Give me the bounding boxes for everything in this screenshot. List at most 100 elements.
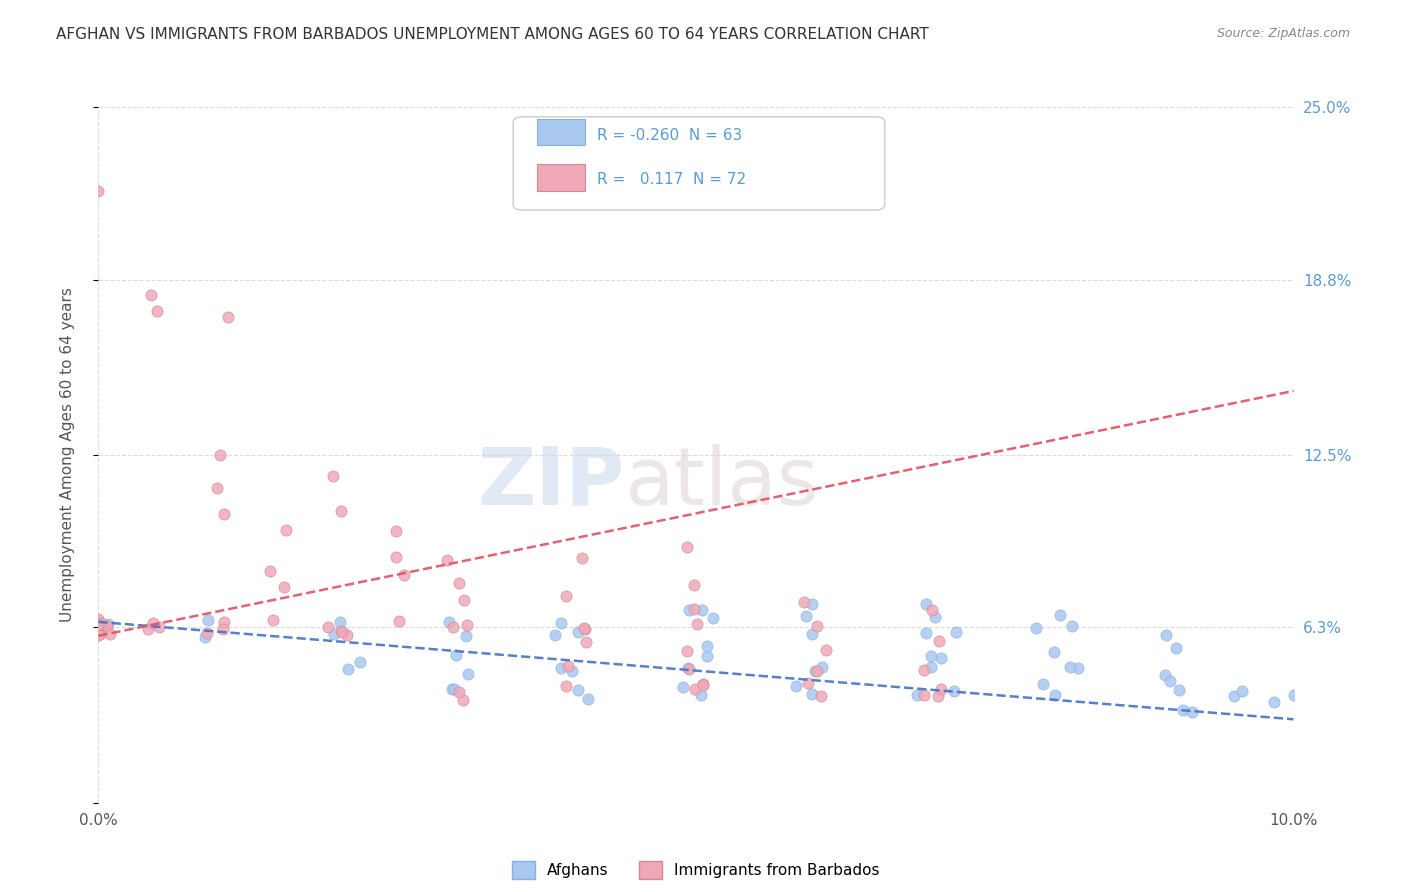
Point [550,661,572,675]
Point [672,680,695,694]
Point [87,617,110,632]
Text: atlas: atlas [624,443,818,522]
Point [683,602,706,616]
Point [392,568,415,582]
Point [572,621,595,635]
FancyBboxPatch shape [537,119,585,145]
Point [1060,619,1083,633]
Point [676,661,699,675]
Point [567,624,589,639]
Point [793,595,815,609]
Point [87,617,110,632]
Point [457,667,479,681]
Point [785,679,807,693]
Point [322,468,344,483]
Point [336,662,359,676]
Point [447,684,470,698]
Text: R = -0.260  N = 63: R = -0.260 N = 63 [596,128,742,143]
Point [696,639,718,653]
Point [690,688,713,702]
Point [794,609,817,624]
Point [942,684,965,698]
Point [212,615,235,629]
Point [336,628,359,642]
Point [676,644,699,658]
Point [440,681,463,696]
Point [915,598,938,612]
Point [692,678,714,692]
FancyBboxPatch shape [513,117,884,210]
Point [696,648,718,663]
Point [262,614,284,628]
Point [212,622,235,636]
Point [1059,660,1081,674]
Text: Source: ZipAtlas.com: Source: ZipAtlas.com [1216,27,1350,40]
Text: AFGHAN VS IMMIGRANTS FROM BARBADOS UNEMPLOYMENT AMONG AGES 60 TO 64 YEARS CORREL: AFGHAN VS IMMIGRANTS FROM BARBADOS UNEMP… [56,27,929,42]
Point [273,580,295,594]
Point [443,682,465,697]
Point [436,553,458,567]
Point [212,507,235,521]
Point [806,619,828,633]
Point [274,523,297,537]
Point [456,618,478,632]
Point [810,689,832,703]
Point [575,635,598,649]
Point [142,615,165,630]
Point [915,626,938,640]
Point [441,620,464,634]
Point [138,622,160,636]
Point [87,612,110,626]
Point [806,664,828,678]
Point [94,620,117,634]
Point [1032,676,1054,690]
Point [676,541,699,555]
Point [924,609,946,624]
Point [702,611,724,625]
Point [929,651,952,665]
Point [682,578,704,592]
Point [453,593,475,607]
Point [683,681,706,696]
Point [1025,622,1047,636]
Point [561,665,583,679]
Point [1156,628,1178,642]
Point [686,616,709,631]
Point [1181,705,1204,719]
Point [804,665,827,679]
Point [1223,689,1246,703]
Point [544,627,567,641]
Point [330,624,353,638]
Point [217,310,239,325]
Point [1042,645,1064,659]
Point [97,616,120,631]
Point [139,288,162,302]
Point [194,630,217,644]
Point [927,689,949,703]
Point [87,184,110,198]
Point [814,642,837,657]
Point [439,615,461,630]
Point [801,597,824,611]
Point [1230,684,1253,698]
Legend: Afghans, Immigrants from Barbados: Afghans, Immigrants from Barbados [506,855,886,886]
Point [945,625,967,640]
Point [1282,688,1305,702]
Point [678,603,700,617]
Point [692,676,714,690]
Point [557,659,579,673]
Point [454,630,477,644]
Point [1049,608,1071,623]
Point [571,551,593,566]
Point [388,614,411,628]
Point [208,448,231,462]
Point [928,633,950,648]
Text: R =   0.117  N = 72: R = 0.117 N = 72 [596,172,747,186]
Point [692,603,714,617]
Point [550,616,572,631]
Point [329,615,352,629]
Point [316,620,339,634]
Point [555,589,578,603]
Point [98,627,121,641]
Point [349,655,371,669]
